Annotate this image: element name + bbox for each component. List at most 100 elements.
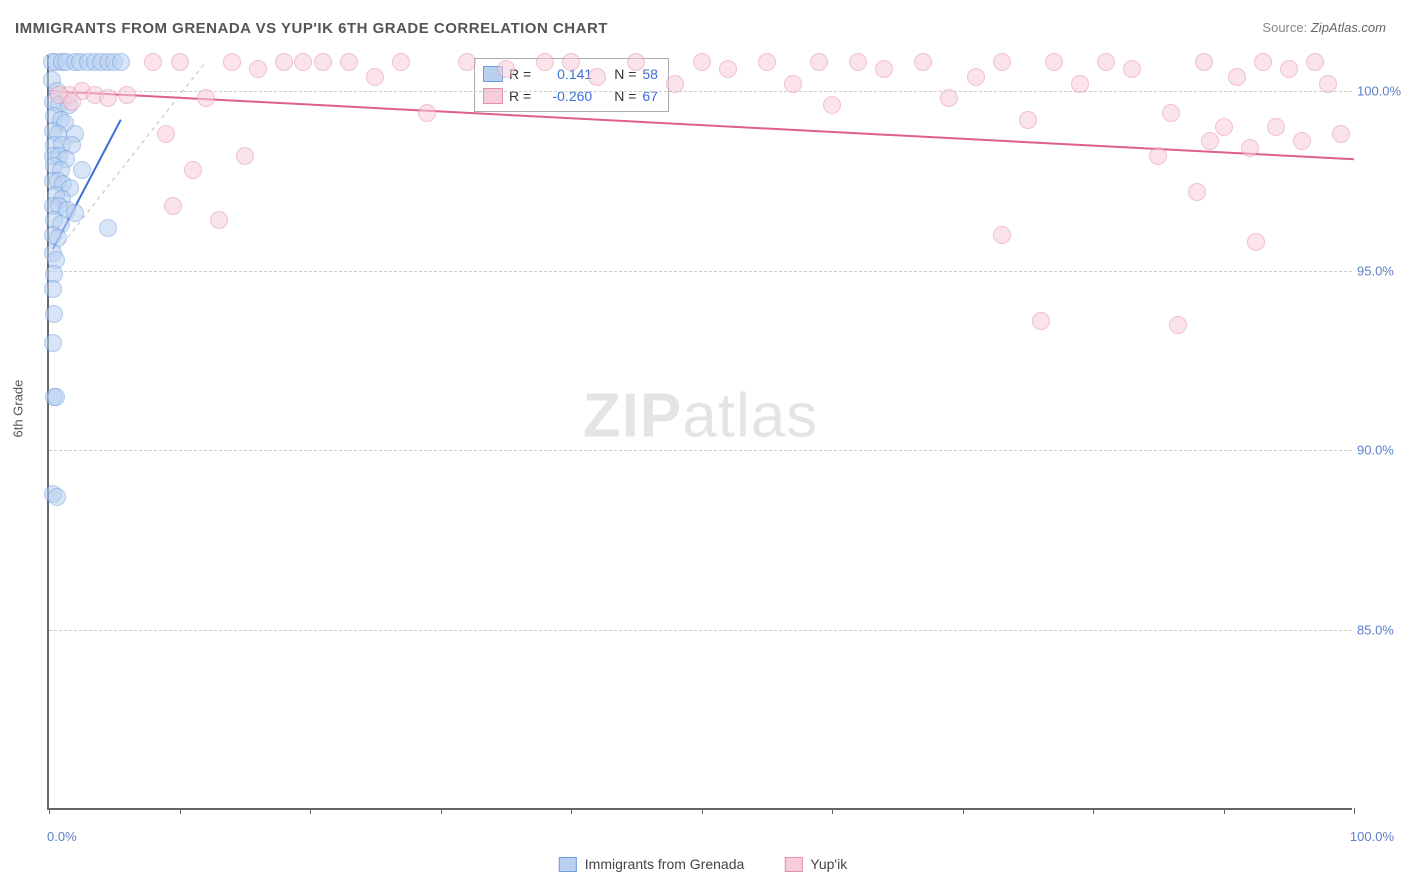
- data-point: [940, 89, 958, 107]
- x-tick: [571, 808, 572, 814]
- data-point: [1201, 132, 1219, 150]
- data-point: [1071, 75, 1089, 93]
- data-point: [1032, 312, 1050, 330]
- data-point: [1215, 118, 1233, 136]
- data-point: [73, 161, 91, 179]
- x-tick: [1093, 808, 1094, 814]
- data-point: [392, 53, 410, 71]
- data-point: [967, 68, 985, 86]
- data-point: [164, 197, 182, 215]
- chart-title: IMMIGRANTS FROM GRENADA VS YUP'IK 6TH GR…: [15, 20, 608, 37]
- data-point: [314, 53, 332, 71]
- x-axis-min-label: 0.0%: [47, 829, 77, 844]
- x-axis-max-label: 100.0%: [1350, 829, 1394, 844]
- data-point: [210, 211, 228, 229]
- y-axis-label: 6th Grade: [11, 380, 26, 438]
- data-point: [993, 226, 1011, 244]
- data-point: [719, 60, 737, 78]
- y-tick-label: 95.0%: [1357, 263, 1402, 278]
- gridline: [49, 630, 1352, 631]
- data-point: [875, 60, 893, 78]
- data-point: [366, 68, 384, 86]
- n-value: 58: [642, 63, 658, 85]
- data-point: [44, 280, 62, 298]
- data-point: [184, 161, 202, 179]
- data-point: [144, 53, 162, 71]
- source-value: ZipAtlas.com: [1311, 20, 1386, 35]
- data-point: [458, 53, 476, 71]
- watermark-bold: ZIP: [583, 382, 682, 451]
- legend-swatch: [784, 857, 802, 872]
- data-point: [249, 60, 267, 78]
- data-point: [1162, 104, 1180, 122]
- data-point: [48, 488, 66, 506]
- data-point: [112, 53, 130, 71]
- data-point: [1188, 183, 1206, 201]
- x-tick: [180, 808, 181, 814]
- data-point: [99, 89, 117, 107]
- data-point: [536, 53, 554, 71]
- data-point: [340, 53, 358, 71]
- stats-legend-row: R =-0.260N = 67: [483, 85, 658, 107]
- y-tick-label: 100.0%: [1357, 83, 1402, 98]
- r-label: R =: [509, 85, 531, 107]
- x-tick: [1224, 808, 1225, 814]
- data-point: [418, 104, 436, 122]
- data-point: [1195, 53, 1213, 71]
- data-point: [1332, 125, 1350, 143]
- series-legend: Immigrants from Grenada Yup'ik: [559, 856, 847, 872]
- data-point: [44, 334, 62, 352]
- gridline: [49, 271, 1352, 272]
- data-point: [99, 219, 117, 237]
- x-tick: [49, 808, 50, 814]
- data-point: [1149, 147, 1167, 165]
- data-point: [993, 53, 1011, 71]
- data-point: [1045, 53, 1063, 71]
- data-point: [1247, 233, 1265, 251]
- x-tick: [1354, 808, 1355, 814]
- data-point: [562, 53, 580, 71]
- data-point: [1293, 132, 1311, 150]
- chart-plot-area: ZIPatlas R =0.141N = 58R =-0.260N = 67 8…: [47, 55, 1352, 810]
- data-point: [45, 305, 63, 323]
- data-point: [1123, 60, 1141, 78]
- y-tick-label: 85.0%: [1357, 623, 1402, 638]
- watermark: ZIPatlas: [583, 381, 818, 452]
- data-point: [63, 93, 81, 111]
- data-point: [1267, 118, 1285, 136]
- data-point: [171, 53, 189, 71]
- data-point: [693, 53, 711, 71]
- data-point: [1169, 316, 1187, 334]
- data-point: [1241, 139, 1259, 157]
- n-label: N =: [614, 85, 636, 107]
- data-point: [497, 60, 515, 78]
- data-point: [1019, 111, 1037, 129]
- n-value: 67: [642, 85, 658, 107]
- x-tick: [310, 808, 311, 814]
- data-point: [236, 147, 254, 165]
- data-point: [666, 75, 684, 93]
- y-tick-label: 90.0%: [1357, 443, 1402, 458]
- data-point: [223, 53, 241, 71]
- data-point: [1254, 53, 1272, 71]
- data-point: [758, 53, 776, 71]
- data-point: [627, 53, 645, 71]
- data-point: [157, 125, 175, 143]
- data-point: [118, 86, 136, 104]
- legend-label: Yup'ik: [810, 856, 847, 872]
- data-point: [810, 53, 828, 71]
- source-label: Source:: [1262, 20, 1307, 35]
- data-point: [47, 388, 65, 406]
- data-point: [197, 89, 215, 107]
- watermark-light: atlas: [682, 382, 818, 451]
- data-point: [1319, 75, 1337, 93]
- data-point: [914, 53, 932, 71]
- data-point: [823, 96, 841, 114]
- x-tick: [963, 808, 964, 814]
- trend-lines: [49, 55, 1354, 810]
- legend-item: Yup'ik: [784, 856, 847, 872]
- legend-item: Immigrants from Grenada: [559, 856, 745, 872]
- data-point: [588, 68, 606, 86]
- data-point: [294, 53, 312, 71]
- data-point: [784, 75, 802, 93]
